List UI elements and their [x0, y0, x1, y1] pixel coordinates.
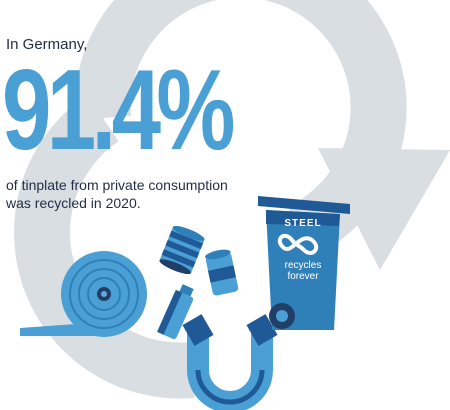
intro-text: In Germany,	[6, 36, 88, 53]
percentage-figure: 91.4%	[2, 47, 235, 174]
tin-can-icon	[205, 249, 239, 296]
description-line-2: was recycled in 2020.	[6, 195, 141, 211]
description-line-1: of tinplate from private consumption	[6, 177, 228, 193]
description-text: of tinplate from private consumption was…	[6, 176, 236, 212]
bin-label-line1: recycles	[285, 260, 322, 271]
tin-can-icon	[159, 225, 205, 275]
recycling-bin-icon	[258, 196, 350, 330]
recycle-arrow-icon	[14, 0, 450, 399]
bin-label-line2: forever	[287, 271, 319, 282]
spray-can-icon	[157, 284, 194, 340]
magnet-icon	[182, 314, 278, 410]
bin-label-top: STEEL	[284, 218, 321, 229]
infinity-icon	[277, 233, 319, 255]
steel-coil-icon	[20, 251, 147, 337]
